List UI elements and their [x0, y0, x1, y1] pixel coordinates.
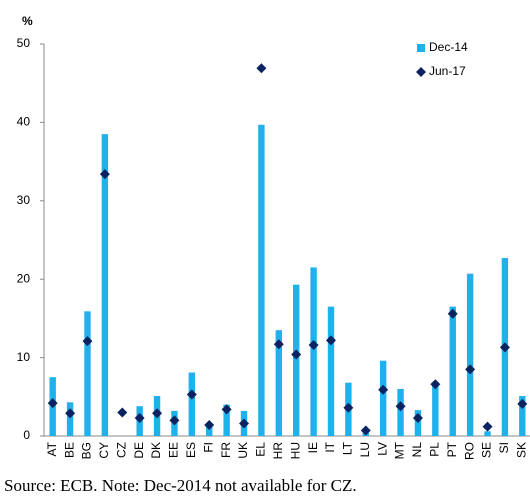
bar [432, 385, 439, 436]
x-tick-label: LT [341, 441, 355, 455]
y-tick-label: 40 [17, 115, 31, 129]
x-tick-label: CZ [114, 442, 128, 458]
x-tick-label: AT [45, 441, 59, 456]
x-tick-label: BE [62, 442, 76, 458]
marker [360, 425, 371, 436]
x-tick-label: LU [358, 442, 372, 457]
marker [499, 342, 510, 353]
marker [273, 339, 284, 350]
x-tick-label: FI [201, 442, 215, 453]
x-tick-label: EL [254, 442, 268, 457]
marker [517, 398, 528, 409]
marker [65, 408, 76, 419]
marker [134, 412, 145, 423]
marker [239, 418, 250, 429]
x-tick-label: PL [428, 442, 442, 457]
x-tick-label: SK [514, 442, 528, 458]
marker [465, 364, 476, 375]
bar [519, 396, 526, 436]
marker [482, 421, 493, 432]
bar [397, 388, 404, 436]
bar [310, 267, 317, 436]
x-tick-label: FR [219, 442, 233, 458]
marker [47, 398, 58, 409]
bar [449, 306, 456, 436]
x-tick-label: RO [462, 442, 476, 460]
bar [484, 431, 491, 436]
bar [292, 284, 300, 436]
bar [84, 311, 91, 436]
x-tick-label: DK [149, 442, 163, 459]
marker [99, 169, 110, 180]
x-tick-label: IT [323, 441, 337, 452]
marker [82, 336, 93, 347]
marker [152, 408, 163, 419]
marker [325, 335, 336, 346]
bar [188, 372, 196, 436]
marker [291, 349, 302, 360]
marker [169, 415, 180, 426]
bar [101, 134, 109, 436]
bar [327, 306, 335, 436]
x-tick-label: LV [375, 442, 389, 456]
x-tick-label: EE [167, 442, 181, 458]
y-tick-label: 10 [17, 350, 31, 364]
y-tick-label: 0 [23, 428, 30, 442]
bar [66, 402, 74, 436]
marker [447, 308, 458, 319]
x-tick-label: NL [410, 442, 424, 458]
x-tick-label: HU [288, 442, 302, 459]
marker [430, 379, 441, 390]
legend-label: Jun-17 [429, 64, 466, 78]
bar [206, 426, 213, 436]
bar [223, 404, 230, 436]
x-tick-label: DE [132, 442, 146, 459]
y-axis-label: % [22, 14, 33, 28]
marker [395, 401, 406, 412]
y-tick-label: 50 [17, 36, 31, 50]
x-tick-label: CY [97, 442, 111, 459]
marker [221, 404, 232, 415]
legend-swatch [417, 44, 425, 52]
legend-swatch [416, 67, 426, 77]
marker [117, 407, 128, 418]
marker [256, 63, 267, 74]
y-tick-label: 20 [17, 271, 31, 285]
x-tick-label: IE [306, 442, 320, 453]
x-tick-label: HR [271, 442, 285, 460]
x-tick-label: ES [184, 442, 198, 458]
marker [204, 420, 215, 431]
marker [412, 412, 423, 423]
y-tick-label: 30 [17, 193, 31, 207]
marker [308, 340, 319, 351]
bar [379, 360, 387, 436]
x-tick-label: SI [497, 442, 511, 453]
bar [414, 410, 422, 436]
x-tick-label: SE [480, 442, 494, 458]
x-tick-label: MT [393, 441, 407, 459]
x-tick-label: BG [80, 442, 94, 459]
marker [186, 389, 197, 400]
legend-label: Dec-14 [429, 40, 468, 54]
bar [275, 330, 283, 436]
source-note: Source: ECB. Note: Dec-2014 not availabl… [4, 476, 357, 495]
x-tick-label: UK [236, 442, 250, 459]
bar [466, 273, 474, 436]
marker [343, 402, 354, 413]
marker [378, 384, 389, 395]
x-tick-label: PT [445, 441, 459, 457]
bar [258, 124, 265, 436]
